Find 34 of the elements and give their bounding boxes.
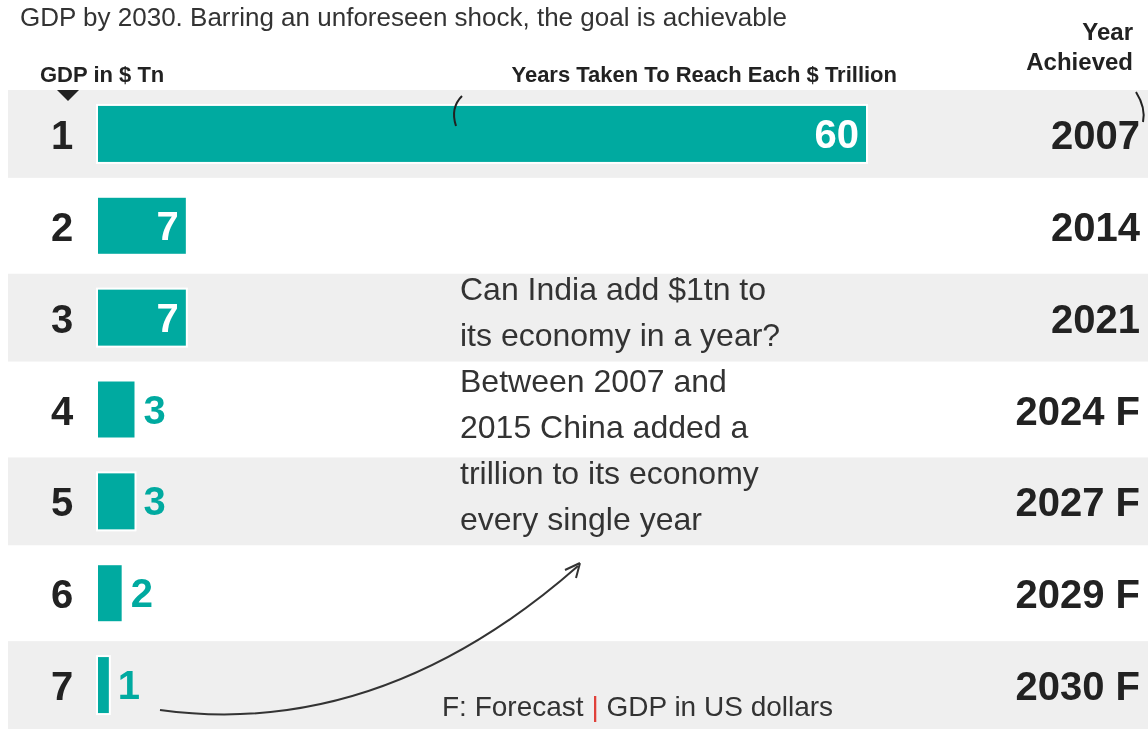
bar xyxy=(96,563,124,624)
y2-tick-label: 2007 xyxy=(1051,112,1140,157)
y2-tick-label: 2021 xyxy=(1051,296,1140,341)
data-label: 60 xyxy=(814,111,859,156)
y-tick-label: 6 xyxy=(50,572,74,617)
bar xyxy=(96,287,188,348)
data-label: 7 xyxy=(156,203,179,248)
y-tick-label: 4 xyxy=(50,388,74,433)
y2-tick-label: 2027 F xyxy=(1015,480,1140,525)
y2-tick-label: 2014 xyxy=(1051,204,1141,249)
y2-tick-label: 2029 F xyxy=(1015,572,1140,617)
y-axis-title: GDP in $ Tn xyxy=(40,62,165,87)
annotation: F: Forecast | GDP in US dollars xyxy=(442,691,834,722)
annotation: Can India add $1tn to its economy in a year? Between 2007 and 2015 China added a trillion to its economy every single year xyxy=(460,271,781,537)
bar xyxy=(96,471,137,532)
y-tick-label: 3 xyxy=(50,296,74,341)
y-tick-label: 2 xyxy=(50,204,74,249)
chart-title: GDP by 2030. Barring an unforeseen shock, the goal is achievable xyxy=(20,2,787,32)
bar xyxy=(96,655,111,716)
data-label: 3 xyxy=(143,387,166,432)
x-axis-title: Years Taken To Reach Each $ Trillion xyxy=(511,62,897,87)
data-label: 1 xyxy=(117,663,141,708)
bar xyxy=(96,195,188,256)
y2-tick-label: 2030 F xyxy=(1015,664,1140,709)
data-label: 3 xyxy=(143,479,166,524)
text: Year Achieved xyxy=(1026,18,1133,75)
bar xyxy=(96,103,868,164)
y2-tick-label: 2024 F xyxy=(1015,388,1140,433)
bar xyxy=(96,379,137,440)
y-tick-label: 5 xyxy=(50,480,74,525)
y-tick-label: 1 xyxy=(50,112,74,157)
data-label: 2 xyxy=(130,571,153,616)
data-label: 7 xyxy=(156,295,179,340)
y-tick-label: 7 xyxy=(50,664,74,709)
